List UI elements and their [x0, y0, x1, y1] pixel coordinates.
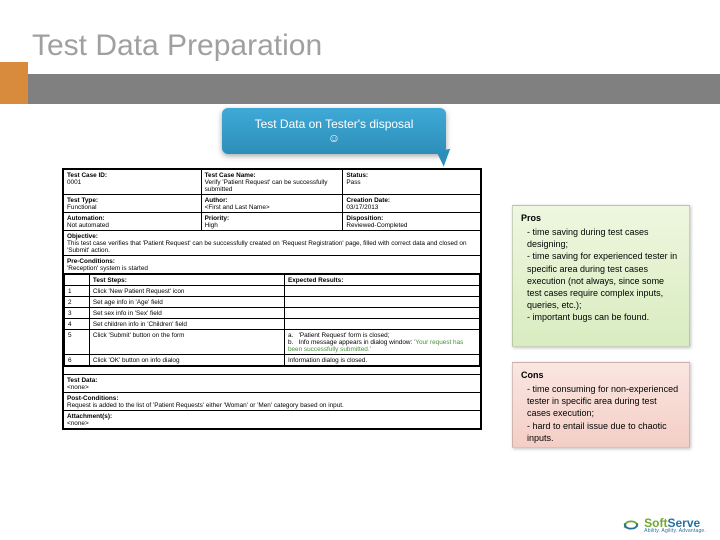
tc-attach-label: Attachment(s):	[67, 413, 112, 420]
smile-icon: ☺	[222, 131, 446, 145]
tc-precond-label: Pre-Conditions:	[67, 258, 115, 265]
tc-type: Functional	[67, 204, 97, 211]
pros-item: important bugs can be found.	[527, 311, 681, 323]
tc-precond: 'Reception' system is started	[67, 265, 148, 272]
tc-date: 03/17/2013	[346, 204, 378, 211]
step-num: 4	[65, 319, 90, 330]
step-text: Click 'Submit' button on the form	[89, 330, 284, 355]
step-expected	[284, 286, 479, 297]
pros-header: Pros	[521, 212, 681, 224]
step-text: Set children info in 'Children' field	[89, 319, 284, 330]
cons-header: Cons	[521, 369, 681, 381]
tc-status-label: Status:	[346, 172, 368, 179]
step-text: Set sex info in 'Sex' field	[89, 308, 284, 319]
accent-tab	[0, 62, 28, 104]
bubble-tail	[436, 149, 453, 168]
step-text: Set age info in 'Age' field	[89, 297, 284, 308]
logo-tagline: Ability. Agility. Advantage.	[644, 529, 706, 534]
tc-author: <First and Last Name>	[205, 204, 270, 211]
tc-auto: Not automated	[67, 222, 109, 229]
step-expected: a. 'Patient Request' form is closed; b. …	[284, 330, 479, 355]
step-row: 6Click 'OK' button on info dialogInforma…	[65, 355, 480, 366]
tc-disp: Reviewed-Completed	[346, 222, 407, 229]
bubble-text: Test Data on Tester's disposal	[222, 117, 446, 131]
cons-item: hard to entail issue due to chaotic inpu…	[527, 420, 681, 444]
step-row: 1Click 'New Patient Request' icon	[65, 286, 480, 297]
tc-prio-label: Priority:	[205, 215, 230, 222]
pros-box: Pros time saving during test cases desig…	[512, 205, 690, 347]
cons-item: time consuming for non-experienced teste…	[527, 383, 681, 419]
tc-type-label: Test Type:	[67, 197, 98, 204]
tc-obj: This test case verifies that 'Patient Re…	[67, 240, 467, 254]
tc-date-label: Creation Date:	[346, 197, 390, 204]
step-expected	[284, 319, 479, 330]
callout-bubble: Test Data on Tester's disposal ☺	[222, 108, 446, 154]
step-expected	[284, 308, 479, 319]
step-num: 6	[65, 355, 90, 366]
logo-icon	[622, 516, 640, 534]
tc-testdata: <none>	[67, 384, 89, 391]
logo-name: SoftServe	[644, 517, 706, 529]
testcase-table: Test Case ID:0001 Test Case Name:Verify …	[62, 168, 482, 430]
cons-list: time consuming for non-experienced teste…	[521, 383, 681, 444]
step-text: Click 'OK' button on info dialog	[89, 355, 284, 366]
step-text: Click 'New Patient Request' icon	[89, 286, 284, 297]
page-title: Test Data Preparation	[0, 11, 322, 63]
tc-postcond: Request is added to the list of 'Patient…	[67, 402, 344, 409]
pros-item: time saving for experienced tester in sp…	[527, 250, 681, 311]
step-row: 2Set age info in 'Age' field	[65, 297, 480, 308]
tc-id-label: Test Case ID:	[67, 172, 107, 179]
tc-testdata-label: Test Data:	[67, 377, 97, 384]
tc-obj-label: Objective:	[67, 233, 98, 240]
steps-header: Test Steps:	[89, 275, 284, 286]
cons-box: Cons time consuming for non-experienced …	[512, 362, 690, 448]
tc-prio: High	[205, 222, 218, 229]
step-row: 5Click 'Submit' button on the forma. 'Pa…	[65, 330, 480, 355]
tc-disp-label: Disposition:	[346, 215, 383, 222]
header-bar	[28, 74, 720, 104]
tc-name-label: Test Case Name:	[205, 172, 256, 179]
pros-list: time saving during test cases designing;…	[521, 226, 681, 323]
steps-table: Test Steps: Expected Results: 1Click 'Ne…	[64, 274, 480, 366]
step-expected	[284, 297, 479, 308]
tc-postcond-label: Post-Conditions:	[67, 395, 118, 402]
step-expected: Information dialog is closed.	[284, 355, 479, 366]
pros-item: time saving during test cases designing;	[527, 226, 681, 250]
step-num: 5	[65, 330, 90, 355]
step-row: 4Set children info in 'Children' field	[65, 319, 480, 330]
tc-attach: <none>	[67, 420, 89, 427]
tc-auto-label: Automation:	[67, 215, 105, 222]
tc-name: Verify 'Patient Request' can be successf…	[205, 179, 328, 193]
brand-logo: SoftServe Ability. Agility. Advantage.	[622, 516, 706, 534]
tc-status: Pass	[346, 179, 360, 186]
expected-header: Expected Results:	[284, 275, 479, 286]
step-num: 2	[65, 297, 90, 308]
step-num: 1	[65, 286, 90, 297]
step-row: 3Set sex info in 'Sex' field	[65, 308, 480, 319]
tc-id: 0001	[67, 179, 81, 186]
tc-author-label: Author:	[205, 197, 228, 204]
step-num: 3	[65, 308, 90, 319]
